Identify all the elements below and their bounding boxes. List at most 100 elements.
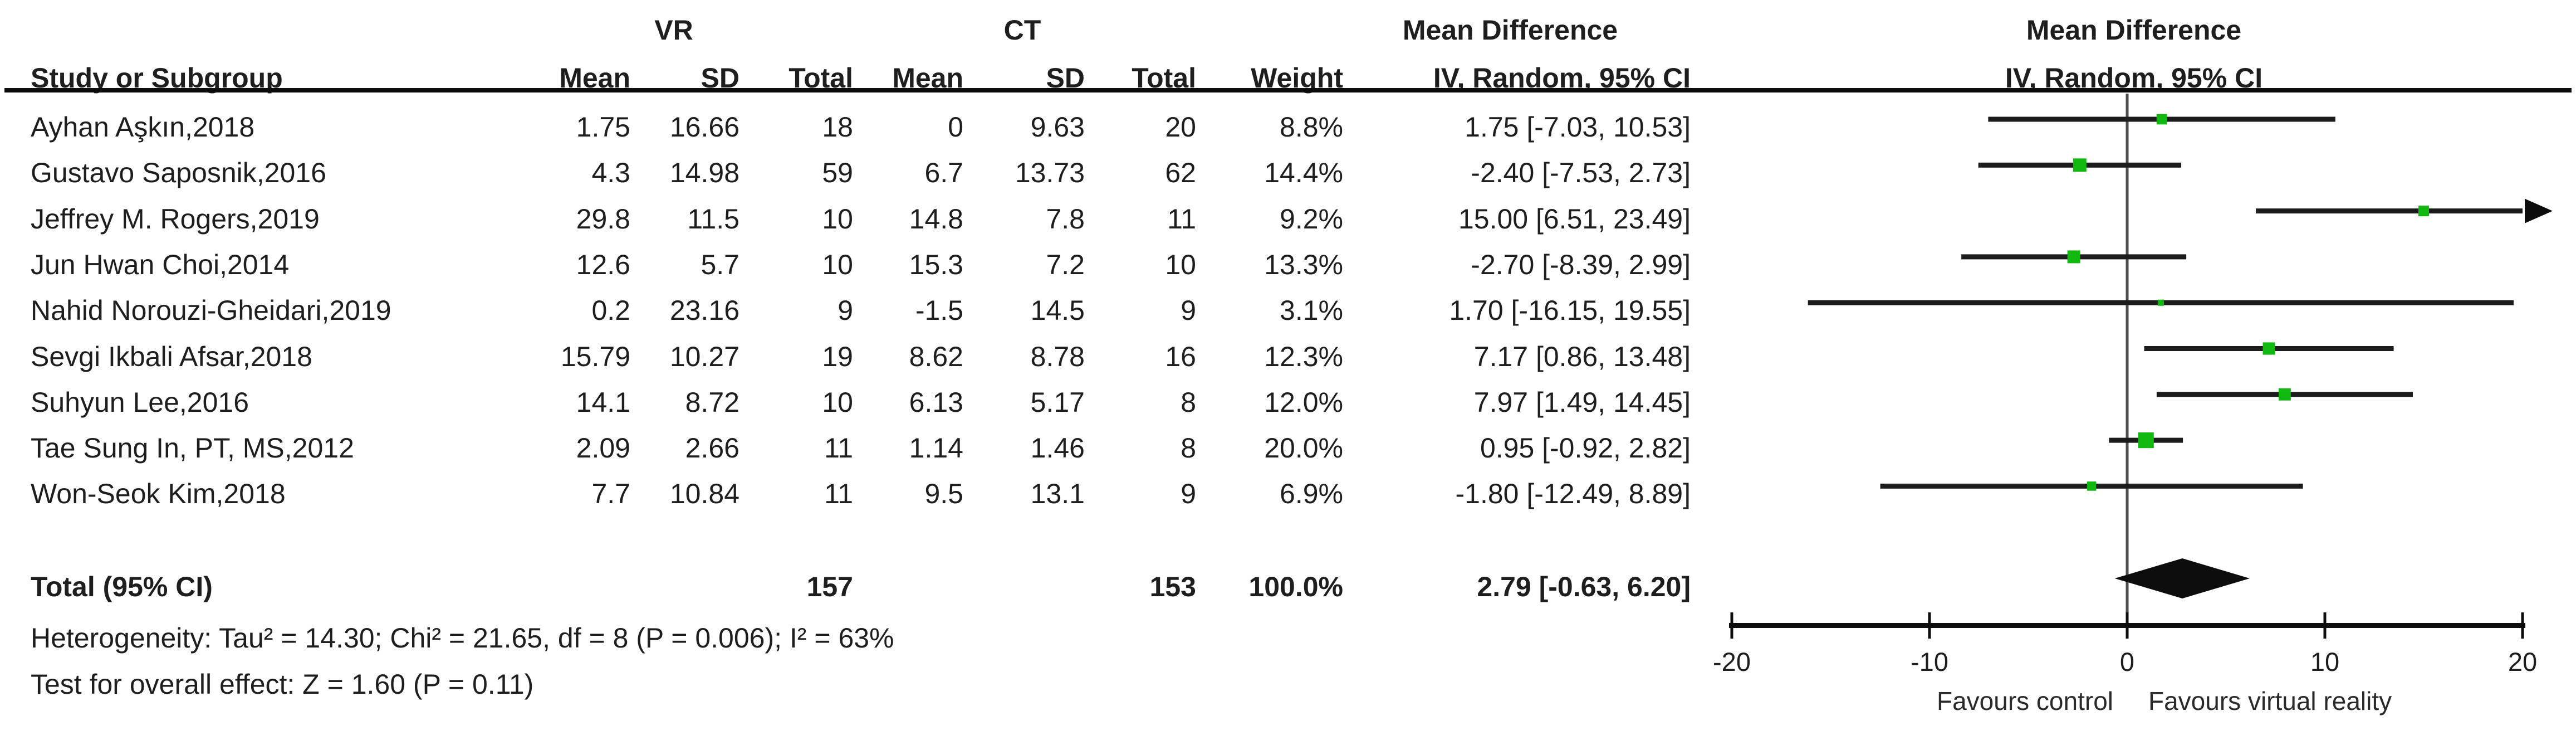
study-label: Ayhan Aşkın,2018 — [31, 111, 255, 143]
ct-mean-value: 14.8 — [909, 203, 963, 235]
ct-total-value: 20 — [1165, 111, 1196, 143]
vr-sd-value: 11.5 — [687, 203, 740, 235]
vr-total-value: 59 — [822, 157, 853, 189]
study-label: Won-Seok Kim,2018 — [31, 478, 286, 510]
weight-value: 8.8% — [1280, 111, 1343, 143]
study-label: Jeffrey M. Rogers,2019 — [31, 203, 320, 235]
ct-total-value: 10 — [1165, 249, 1196, 280]
axis-tick-label: -20 — [1713, 647, 1751, 676]
study-label: Suhyun Lee,2016 — [31, 386, 249, 418]
vr-total-value: 10 — [822, 386, 853, 418]
effect-square — [2073, 158, 2087, 172]
weight-value: 14.4% — [1264, 157, 1343, 189]
ci-text-value: 7.97 [1.49, 14.45] — [1473, 386, 1691, 418]
ci-text-value: 1.75 [-7.03, 10.53] — [1465, 111, 1691, 143]
axis-tick-label: 0 — [2119, 647, 2135, 676]
arrow-right-icon — [2525, 198, 2553, 223]
vr-total-value: 9 — [838, 295, 853, 327]
weight-value: 20.0% — [1264, 432, 1343, 464]
ct-total-value: 8 — [1181, 386, 1196, 418]
ct-sd-value: 1.46 — [1030, 432, 1085, 464]
ct-mean-value: -1.5 — [915, 295, 963, 327]
ct-mean-value: 0 — [948, 111, 963, 143]
ci-text-value: 1.70 [-16.15, 19.55] — [1449, 295, 1691, 327]
ct-sd-value: 14.5 — [1030, 295, 1085, 327]
table-row: Won-Seok Kim,2018 7.7 10.84 11 9.5 13.1 9 6.9% -… — [0, 476, 2576, 511]
total-vr-total: 157 — [806, 571, 853, 602]
ct-total-value: 11 — [1167, 203, 1196, 235]
tick-mark — [2126, 612, 2129, 639]
effect-square — [2418, 206, 2430, 217]
ct-total-value: 16 — [1165, 340, 1196, 372]
table-row: Jun Hwan Choi,2014 12.6 5.7 10 15.3 7.2 10 13.3… — [0, 247, 2576, 282]
favours-left-label: Favours control — [1936, 687, 2113, 715]
tick-mark — [1928, 612, 1931, 639]
effect-square — [2138, 432, 2154, 449]
vr-mean-value: 15.79 — [560, 340, 630, 372]
effect-square — [2279, 388, 2291, 401]
ct-total-value: 62 — [1165, 157, 1196, 189]
tick-mark — [2323, 612, 2327, 639]
favours-right-label: Favours virtual reality — [2148, 687, 2392, 715]
vr-sd-value: 10.27 — [669, 340, 740, 372]
ct-sd-value: 8.78 — [1030, 340, 1085, 372]
effect-square — [2067, 250, 2080, 264]
vr-sd-value: 10.84 — [669, 478, 740, 510]
zero-line — [2126, 94, 2129, 625]
table-row: Nahid Norouzi-Gheidari,2019 0.2 23.16 9 -1.5… — [0, 293, 2576, 328]
vr-mean-value: 4.3 — [591, 157, 630, 189]
weight-value: 6.9% — [1280, 478, 1343, 510]
vr-mean-value: 0.2 — [591, 295, 630, 327]
overall-effect-text: Test for overall effect: Z = 1.60 (P = 0… — [31, 669, 534, 700]
weight-value: 3.1% — [1280, 295, 1343, 327]
table-row: Suhyun Lee,2016 14.1 8.72 10 6.13 5.17 8 12.0% 7… — [0, 385, 2576, 420]
study-label: Tae Sung In, PT, MS,2012 — [31, 432, 354, 464]
ct-sd-value: 13.73 — [1015, 157, 1085, 189]
axis-tick-label: 10 — [2310, 647, 2340, 676]
ct-total-value: 8 — [1181, 432, 1196, 464]
vr-sd-value: 2.66 — [685, 432, 740, 464]
ci-line — [2256, 208, 2523, 214]
vr-sd-value: 5.7 — [701, 249, 740, 280]
header-rule — [4, 88, 2572, 93]
total-label: Total (95% CI) — [31, 571, 213, 602]
axis-tick-label: -10 — [1911, 647, 1948, 676]
ct-sd-value: 13.1 — [1030, 478, 1085, 510]
ci-text-value: 0.95 [-0.92, 2.82] — [1480, 432, 1691, 464]
group-ct-label: CT — [1003, 14, 1041, 46]
vr-total-value: 10 — [822, 203, 853, 235]
vr-sd-value: 23.16 — [669, 295, 740, 327]
study-label: Gustavo Saposnik,2016 — [31, 157, 326, 189]
vr-sd-value: 8.72 — [685, 386, 740, 418]
vr-mean-value: 1.75 — [576, 111, 630, 143]
weight-value: 9.2% — [1280, 203, 1343, 235]
table-row: Jeffrey M. Rogers,2019 29.8 11.5 10 14.8 7.8 1… — [0, 202, 2576, 236]
total-ct-total: 153 — [1149, 571, 1196, 602]
ct-mean-value: 15.3 — [909, 249, 963, 280]
vr-sd-value: 16.66 — [669, 111, 740, 143]
heterogeneity-text: Heterogeneity: Tau² = 14.30; Chi² = 21.6… — [31, 622, 894, 654]
total-weight: 100.0% — [1248, 571, 1343, 602]
vr-mean-value: 14.1 — [576, 386, 630, 418]
md-plot-header: Mean Difference — [2026, 14, 2242, 46]
ci-text-value: 15.00 [6.51, 23.49] — [1458, 203, 1691, 235]
total-row: Total (95% CI) 157 153 100.0% 2.79 [-0.6… — [0, 569, 2576, 604]
ct-sd-value: 7.8 — [1046, 203, 1085, 235]
weight-value: 13.3% — [1264, 249, 1343, 280]
axis-tick-label: 20 — [2508, 647, 2538, 676]
vr-mean-value: 29.8 — [576, 203, 630, 235]
md-table-header: Mean Difference — [1402, 14, 1618, 46]
ci-text-value: -1.80 [-12.49, 8.89] — [1455, 478, 1691, 510]
weight-value: 12.3% — [1264, 340, 1343, 372]
total-ci-text: 2.79 [-0.63, 6.20] — [1477, 571, 1691, 602]
ct-sd-value: 9.63 — [1030, 111, 1085, 143]
vr-total-value: 11 — [824, 432, 853, 464]
effect-square — [2087, 481, 2097, 491]
study-label: Nahid Norouzi-Gheidari,2019 — [31, 295, 391, 327]
ci-text-value: -2.70 [-8.39, 2.99] — [1471, 249, 1691, 280]
table-row: Sevgi Ikbali Afsar,2018 15.79 10.27 19 8.62 8… — [0, 339, 2576, 374]
summary-diamond — [2114, 558, 2250, 598]
ct-total-value: 9 — [1181, 295, 1196, 327]
vr-total-value: 18 — [822, 111, 853, 143]
